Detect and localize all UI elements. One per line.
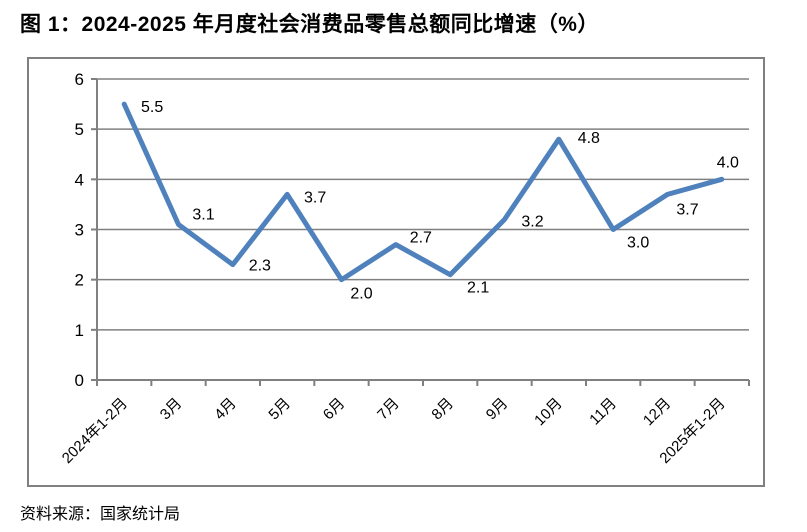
svg-text:9月: 9月 [483, 395, 512, 424]
svg-text:3.2: 3.2 [521, 213, 543, 230]
svg-text:5: 5 [75, 120, 84, 139]
svg-text:10月: 10月 [531, 395, 565, 429]
svg-text:4月: 4月 [211, 395, 240, 424]
y-axis-labels: 0 1 2 3 4 5 6 [75, 70, 84, 390]
svg-text:3月: 3月 [157, 395, 186, 424]
svg-text:2: 2 [75, 271, 84, 290]
svg-text:0: 0 [75, 371, 84, 390]
svg-text:8月: 8月 [428, 395, 457, 424]
svg-text:5月: 5月 [265, 395, 294, 424]
series-line [121, 101, 725, 283]
svg-text:2.3: 2.3 [249, 258, 271, 275]
gridlines [97, 78, 749, 331]
svg-text:4.8: 4.8 [578, 130, 600, 147]
svg-text:3: 3 [75, 221, 84, 240]
svg-text:6: 6 [75, 70, 84, 89]
svg-text:2.1: 2.1 [467, 280, 489, 297]
chart-container: 0 1 2 3 4 5 6 2024年1-2月 3月 4月 5月 6月 7月 8月 9月 10月 11月 12月 2… [27, 57, 765, 487]
svg-text:6月: 6月 [320, 395, 349, 424]
svg-text:12月: 12月 [640, 395, 674, 429]
svg-text:11月: 11月 [586, 395, 620, 429]
data-labels: 5.5 3.1 2.3 3.7 2.0 2.7 2.1 3.2 4.8 3.0 3.7 4.0 [141, 99, 739, 303]
svg-text:3.0: 3.0 [627, 235, 649, 252]
svg-text:4: 4 [75, 170, 84, 189]
svg-text:3.7: 3.7 [304, 189, 326, 206]
svg-text:3.1: 3.1 [192, 206, 214, 223]
chart-title: 图 1：2024-2025 年月度社会消费品零售总额同比增速（%） [20, 13, 599, 36]
svg-text:7月: 7月 [374, 395, 403, 424]
svg-text:4.0: 4.0 [717, 154, 739, 171]
svg-text:5.5: 5.5 [141, 99, 163, 116]
svg-text:2.7: 2.7 [410, 230, 432, 247]
source-note: 资料来源：国家统计局 [20, 506, 181, 523]
axes [91, 78, 750, 386]
svg-text:2024年1-2月: 2024年1-2月 [59, 395, 131, 467]
svg-text:1: 1 [75, 321, 84, 340]
svg-text:2.0: 2.0 [350, 286, 372, 303]
svg-text:3.7: 3.7 [676, 201, 698, 218]
x-axis-labels: 2024年1-2月 3月 4月 5月 6月 7月 8月 9月 10月 11月 12月2025年1-2… [59, 395, 729, 467]
line-chart: 0 1 2 3 4 5 6 2024年1-2月 3月 4月 5月 6月 7月 8月 9月 10月 11月 12月 2… [59, 70, 750, 467]
